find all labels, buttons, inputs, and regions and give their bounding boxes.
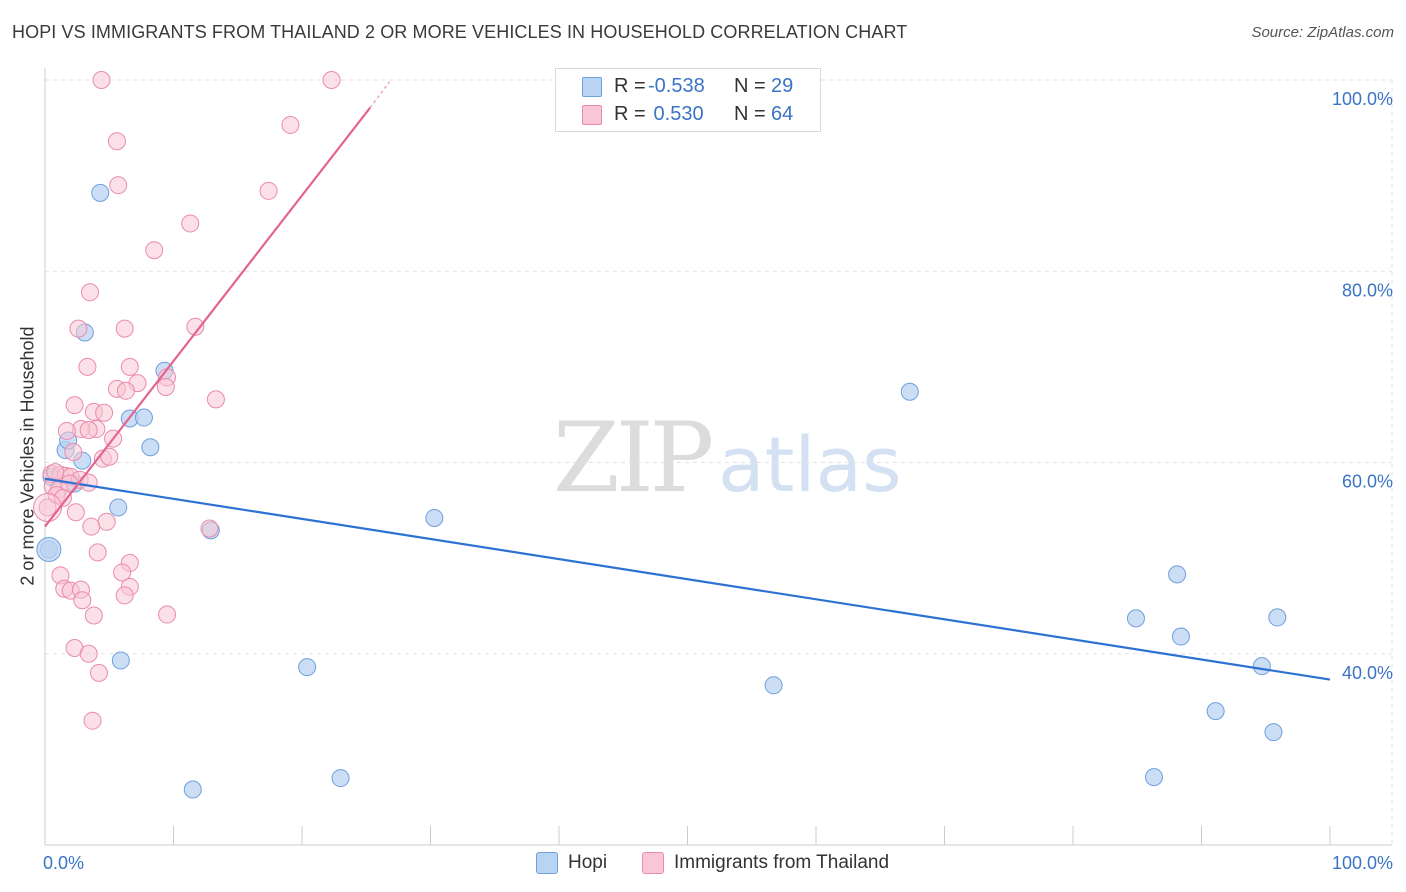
chart-title: HOPI VS IMMIGRANTS FROM THAILAND 2 OR MO…: [12, 22, 908, 42]
data-points: [33, 71, 1287, 799]
watermark-atlas: atlas: [718, 420, 902, 509]
hopi-point: [298, 658, 317, 677]
y-tick-label: 40.0%: [1342, 663, 1393, 683]
correlation-legend: R = -0.538 N = 29 R = 0.530 N = 64: [555, 68, 821, 132]
thailand-point: [116, 381, 135, 400]
thailand-point: [100, 447, 119, 466]
hopi-point: [1206, 702, 1225, 721]
y-tick-label: 60.0%: [1342, 472, 1393, 492]
thailand-point: [65, 396, 84, 415]
hopi-point: [1171, 627, 1190, 646]
hopi-point: [36, 537, 62, 563]
y-axis-label: 2 or more Vehicles in Household: [17, 326, 38, 586]
legend-n-value: 29: [771, 75, 794, 97]
thailand-point: [322, 71, 341, 89]
hopi-point: [141, 438, 160, 457]
hopi-point: [1168, 565, 1187, 584]
hopi-legend-swatch: [536, 852, 558, 874]
hopi-point: [1144, 768, 1163, 787]
thailand-point: [95, 403, 114, 422]
legend-n-label: N =: [734, 103, 766, 125]
y-tick-label: 100.0%: [1332, 89, 1393, 109]
thailand-trend-line: [44, 107, 371, 528]
legend-r-label: R =: [614, 75, 646, 97]
thailand-point: [200, 519, 219, 538]
tick-labels: 100.0% 80.0% 60.0% 40.0% 0.0% 100.0%: [43, 89, 1393, 873]
thailand-point: [53, 488, 72, 507]
y-tick-label: 80.0%: [1342, 280, 1393, 300]
legend-n-value: 64: [771, 103, 794, 125]
thailand-point: [281, 115, 300, 134]
thailand-point: [79, 644, 98, 663]
thailand-point: [38, 498, 57, 517]
thailand-point: [156, 377, 175, 396]
thailand-point: [57, 421, 76, 440]
x-tick-label: 0.0%: [43, 853, 84, 873]
thailand-point: [115, 586, 134, 605]
trend-lines: [44, 81, 1331, 681]
hopi-point: [1268, 608, 1287, 627]
hopi-point: [134, 408, 153, 427]
legend-row-hopi: R = -0.538 N = 29: [556, 73, 820, 101]
thailand-point: [69, 319, 88, 338]
hopi-point: [331, 769, 350, 788]
thailand-point: [109, 176, 128, 195]
legend-row-thailand: R = 0.530 N = 64: [556, 101, 820, 129]
axes: [44, 68, 1392, 846]
thailand-point: [83, 711, 102, 730]
thailand-point: [89, 663, 108, 682]
thailand-point: [78, 357, 97, 376]
hopi-point: [1126, 609, 1145, 628]
thailand-point: [64, 442, 83, 461]
x-tick-label: 100.0%: [1332, 853, 1393, 873]
thailand-swatch: [582, 105, 602, 125]
hopi-swatch: [582, 77, 602, 97]
hopi-point: [764, 676, 783, 695]
thailand-point: [206, 390, 225, 409]
thailand-point: [181, 214, 200, 233]
thailand-trend-extension: [369, 81, 390, 109]
hopi-point: [109, 498, 128, 517]
legend-r-label: R =: [614, 103, 646, 125]
thailand-legend-swatch: [642, 852, 664, 874]
hopi-point: [425, 508, 444, 527]
thailand-point: [97, 512, 116, 531]
hopi-point: [1252, 657, 1271, 676]
grid-lines: [45, 79, 1393, 845]
hopi-point: [91, 183, 110, 202]
legend-n-label: N =: [734, 75, 766, 97]
thailand-point: [145, 241, 164, 260]
legend-r-value: 0.530: [648, 103, 704, 125]
thailand-point: [84, 606, 103, 625]
source-label: Source: ZipAtlas.com: [1251, 24, 1394, 41]
thailand-point: [73, 591, 92, 610]
thailand-legend-label: Immigrants from Thailand: [674, 852, 890, 873]
thailand-point: [120, 357, 139, 376]
thailand-point: [113, 563, 132, 582]
hopi-point: [183, 780, 202, 799]
bottom-legend-thailand: Immigrants from Thailand: [642, 852, 889, 874]
thailand-point: [79, 420, 98, 439]
hopi-point: [1264, 723, 1283, 742]
thailand-point: [82, 517, 101, 536]
hopi-legend-label: Hopi: [568, 852, 608, 873]
thailand-point: [66, 503, 85, 522]
thailand-point: [259, 181, 278, 200]
thailand-point: [115, 319, 134, 338]
thailand-point: [46, 463, 65, 482]
watermark-zip: ZIP: [553, 402, 714, 514]
thailand-point: [88, 543, 107, 562]
hopi-point: [900, 382, 919, 401]
thailand-point: [80, 283, 99, 302]
thailand-point: [158, 605, 177, 624]
bottom-legend-hopi: Hopi: [536, 852, 607, 874]
legend-r-value: -0.538: [648, 75, 705, 97]
thailand-point: [186, 317, 205, 336]
thailand-point: [107, 132, 126, 151]
hopi-point: [111, 651, 130, 670]
thailand-point: [92, 71, 111, 89]
hopi-trend-line: [44, 477, 1331, 681]
